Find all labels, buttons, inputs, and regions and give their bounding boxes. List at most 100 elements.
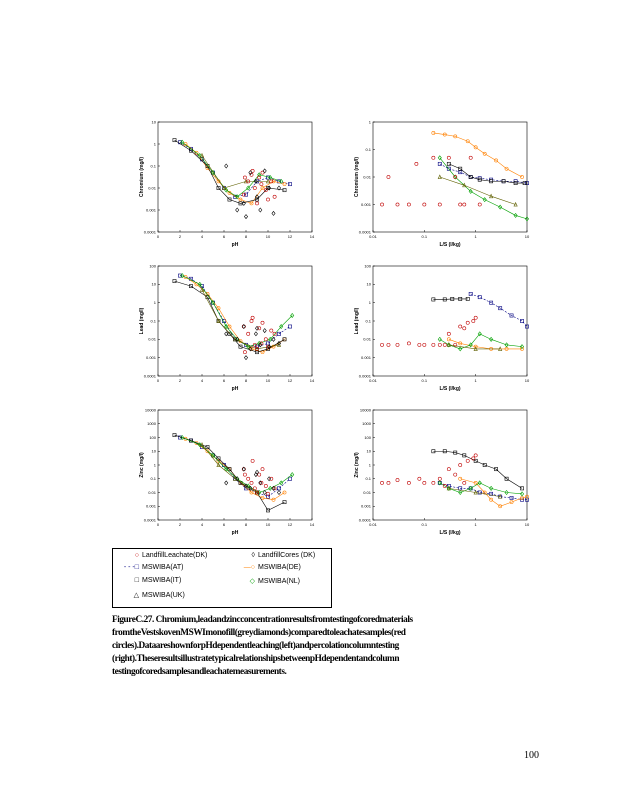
- data-point-de: [458, 476, 463, 481]
- x-tick-label: 2: [179, 378, 182, 383]
- x-tick-label: 14: [310, 522, 315, 527]
- x-tick-label: 10: [525, 522, 530, 527]
- data-point-nl: [211, 300, 215, 306]
- legend-item-cores: ◊ LandfillCores (DK): [233, 552, 316, 559]
- y-tick-label: 0.001: [361, 504, 372, 509]
- x-tick-label: 1: [475, 522, 478, 527]
- chart-chromium-ph-svg: 0 2 4 6 8 10 12 14 0.0001 0.001 0.01 0.1 1 10 pH Chromi…: [139, 119, 315, 248]
- data-point-it: [458, 297, 463, 301]
- data-point-cores: [255, 194, 259, 200]
- x-tick-label: 0.1: [422, 522, 428, 527]
- data-point-cores: [248, 170, 253, 176]
- data-point-de: [482, 151, 487, 156]
- legend-symbol-uk: △: [133, 592, 139, 599]
- data-point-de: [194, 150, 199, 155]
- legend-symbol-de: —○: [233, 564, 255, 571]
- x-tick-label: 2: [179, 234, 182, 239]
- data-point-leachate: [255, 490, 259, 495]
- chart-zinc-ls: 0.01 0.1 1 10 0.0001 0.001 0.01 0.1 1 10 100 1000 10…: [354, 406, 545, 546]
- series-line-uk: [448, 488, 501, 497]
- data-point-at: [477, 295, 482, 300]
- data-point-leachate: [241, 467, 246, 472]
- data-point-leachate: [386, 480, 391, 485]
- data-point-it: [446, 161, 451, 166]
- data-point-de: [271, 179, 276, 184]
- data-point-leachate: [465, 458, 470, 463]
- data-point-cores: [235, 207, 240, 213]
- x-tick-label: 0: [157, 378, 160, 383]
- data-point-cores: [258, 480, 263, 486]
- data-point-leachate: [417, 476, 422, 481]
- data-point-leachate: [462, 202, 467, 207]
- data-point-nl: [468, 188, 473, 194]
- data-point-de: [509, 500, 514, 505]
- data-point-de: [183, 436, 188, 441]
- data-point-cores: [244, 214, 248, 220]
- data-point-uk: [446, 342, 451, 347]
- data-point-de: [183, 275, 188, 279]
- data-point-de: [473, 145, 478, 150]
- data-point-cores: [253, 178, 258, 184]
- data-point-nl: [477, 331, 482, 337]
- x-tick-label: 12: [288, 522, 293, 527]
- y-tick-label: 0.1: [365, 318, 371, 323]
- data-point-leachate: [266, 197, 270, 202]
- series-line-de: [448, 339, 523, 350]
- chart-lead-ph-svg: 0 2 4 6 8 10 12 14 0.0001 0.001 0.01 0.1 1 10 100 pH Lea…: [139, 263, 315, 392]
- data-point-leachate: [272, 486, 277, 491]
- data-point-it: [489, 179, 494, 184]
- series-line-de: [460, 478, 528, 507]
- data-point-at: [525, 324, 529, 329]
- data-point-leachate: [246, 179, 251, 184]
- data-point-uk: [462, 182, 467, 188]
- data-point-leachate: [259, 182, 264, 187]
- series-line-uk: [448, 344, 501, 350]
- data-point-it: [468, 175, 473, 179]
- x-tick-label: 4: [201, 522, 204, 527]
- data-point-leachate: [260, 170, 265, 175]
- data-point-de: [282, 490, 287, 495]
- data-point-leachate: [414, 161, 419, 166]
- y-tick-label: 0.01: [148, 490, 157, 495]
- data-point-nl: [211, 452, 215, 458]
- series-line-de: [433, 132, 523, 178]
- data-point-at: [288, 476, 292, 481]
- x-tick-label: 6: [223, 234, 226, 239]
- data-point-cores: [271, 485, 276, 491]
- x-tick-label: 6: [223, 378, 226, 383]
- legend-item-uk: △ MSWIBA(UK): [117, 591, 185, 600]
- series-line-at: [470, 293, 528, 327]
- data-point-leachate: [380, 202, 384, 207]
- figure-caption-label: FigureC.27.: [112, 615, 154, 625]
- data-point-nl: [197, 281, 202, 287]
- y-tick-label: 10: [367, 449, 372, 454]
- legend-label-nl: MSWIBA(NL): [258, 577, 300, 585]
- y-tick-label: 0.1: [150, 476, 156, 481]
- data-point-de: [260, 496, 265, 500]
- data-point-de: [498, 504, 503, 509]
- data-point-leachate: [246, 331, 251, 336]
- data-point-it: [216, 456, 221, 461]
- y-tick-label: 100: [149, 435, 156, 440]
- data-point-nl: [197, 442, 202, 448]
- data-point-cores: [267, 344, 272, 350]
- data-point-leachate: [263, 337, 268, 342]
- y-tick-label: 1: [154, 462, 157, 467]
- data-point-it: [442, 449, 447, 454]
- data-point-leachate: [241, 324, 246, 329]
- data-point-uk: [221, 185, 227, 190]
- data-point-de: [520, 496, 524, 500]
- y-tick-label: 10: [152, 282, 157, 287]
- data-point-leachate: [446, 331, 451, 336]
- x-tick-label: 0.01: [369, 522, 378, 527]
- data-point-at: [489, 300, 494, 305]
- data-point-cores: [248, 485, 253, 491]
- data-point-at: [525, 181, 529, 186]
- x-tick-label: 1: [475, 378, 478, 383]
- data-point-at: [468, 292, 473, 296]
- data-point-uk: [446, 485, 451, 491]
- chart-chromium-ls: 0.01 0.1 1 10 0.0001 0.001 0.01 0.1 1 L/S (l/kg) C…: [354, 118, 545, 258]
- data-point-cores: [241, 466, 246, 472]
- series-line-at: [179, 437, 291, 497]
- legend-symbol-leachate: ○: [134, 552, 139, 559]
